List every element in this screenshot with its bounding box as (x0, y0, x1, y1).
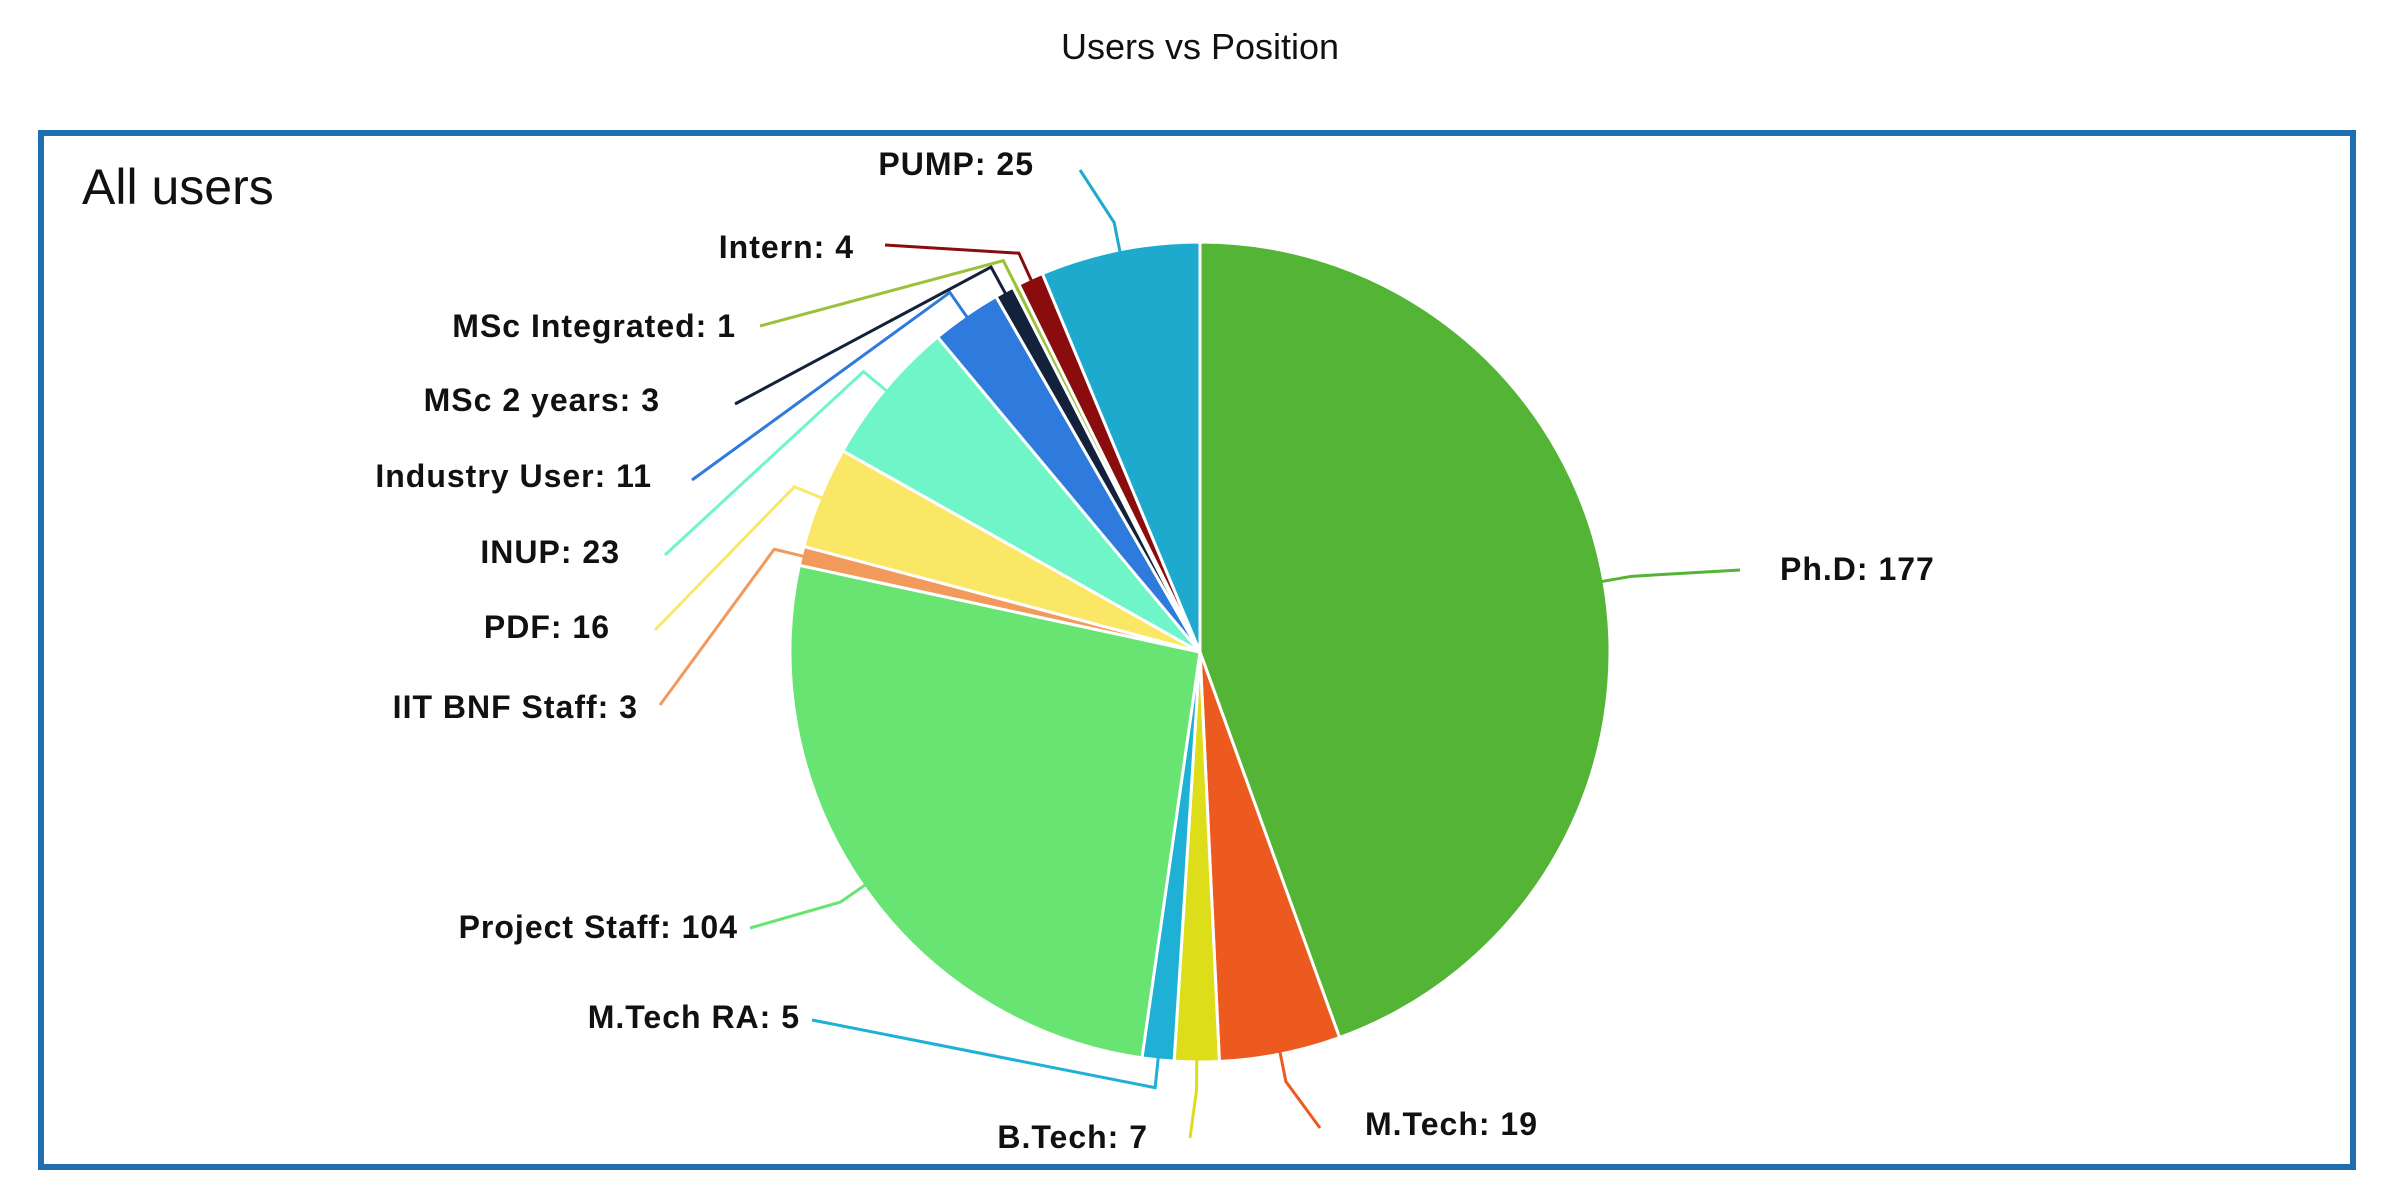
slice-label-m-tech: M.Tech: 19 (1365, 1106, 1538, 1142)
slice-label-inup: INUP: 23 (480, 534, 620, 570)
slice-label-pdf: PDF: 16 (484, 609, 610, 645)
leader-line-project-staff (749, 877, 875, 930)
slice-label-industry-user: Industry User: 11 (375, 458, 652, 494)
panel-label: All users (82, 159, 274, 215)
slice-label-intern: Intern: 4 (719, 229, 854, 265)
chart-title: Users vs Position (1060, 26, 1340, 67)
slice-label-b-tech: B.Tech: 7 (997, 1119, 1148, 1155)
leader-lines (653, 169, 1741, 1139)
leader-line-m-tech-ra (811, 1018, 1161, 1090)
slice-labels: Ph.D: 177 M.Tech: 19 B.Tech: 7 M.Tech RA: 5… (375, 146, 1935, 1155)
leader-line-ph-d (1591, 568, 1741, 585)
leader-line-b-tech (1188, 1049, 1199, 1139)
leader-line-pump (1078, 169, 1124, 263)
leader-line-pdf (653, 485, 833, 632)
leader-line-iit-bnf-staff (658, 547, 814, 706)
leader-line-msc-2-years (734, 265, 1012, 406)
leader-line-intern (884, 243, 1037, 291)
slice-label-project-staff: Project Staff: 104 (459, 909, 738, 945)
leader-line-inup (663, 369, 896, 557)
slice-label-msc-integrated: MSc Integrated: 1 (452, 308, 736, 344)
leader-line-industry-user (691, 290, 975, 482)
slice-label-iit-bnf-staff: IIT BNF Staff: 3 (393, 689, 638, 725)
slice-label-msc-2-years: MSc 2 years: 3 (424, 382, 660, 418)
leader-line-m-tech (1276, 1041, 1322, 1129)
leader-line-msc-integrated (759, 258, 1023, 328)
slice-label-pump: PUMP: 25 (878, 146, 1034, 182)
slice-label-m-tech-ra: M.Tech RA: 5 (588, 999, 800, 1035)
pie-slices (788, 240, 1612, 1064)
slice-label-ph-d: Ph.D: 177 (1780, 551, 1935, 587)
